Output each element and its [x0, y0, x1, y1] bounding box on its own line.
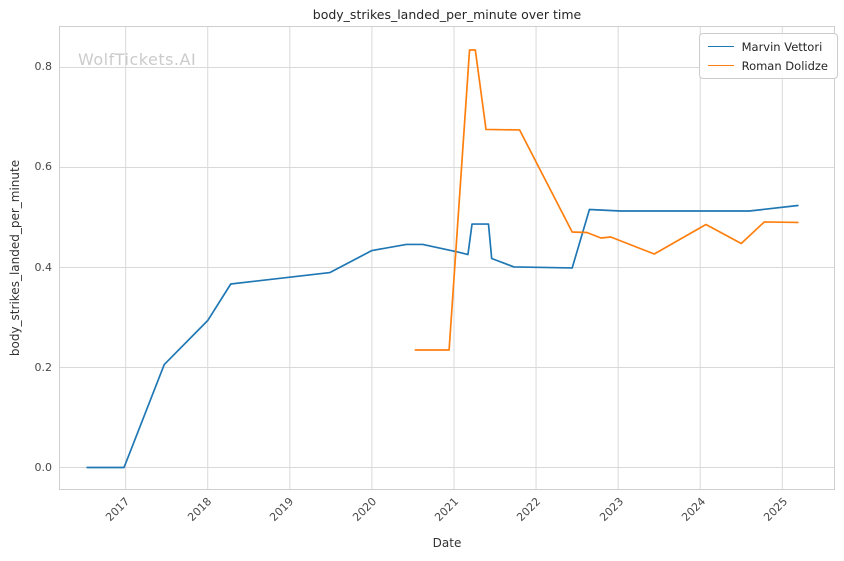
x-tick-label: 2025: [761, 495, 791, 524]
x-tick-label: 2020: [349, 495, 379, 524]
x-tick-label: 2018: [185, 495, 215, 524]
y-tick-label: 0.6: [34, 160, 53, 174]
x-tick-label: 2017: [103, 495, 133, 524]
y-tick-label: 0.8: [34, 59, 53, 73]
legend-line-swatch-blue: [707, 46, 734, 47]
y-tick-label: 0.2: [34, 360, 53, 374]
plot-canvas: [60, 27, 834, 489]
legend-label-roman-dolidze: Roman Dolidze: [741, 58, 828, 73]
chart-title: body_strikes_landed_per_minute over time: [312, 7, 582, 22]
watermark: WolfTickets.AI: [78, 50, 197, 69]
y-tick-label: 0.4: [34, 260, 53, 274]
legend-line-swatch-orange: [707, 65, 734, 66]
y-tick-label: 0.0: [34, 461, 53, 475]
x-tick-label: 2023: [596, 495, 626, 524]
plot-area: [59, 26, 835, 490]
y-axis-label: body_strikes_landed_per_minute: [8, 159, 22, 357]
x-tick-label: 2022: [514, 495, 544, 524]
x-tick-label: 2019: [267, 495, 297, 524]
x-tick-label: 2024: [679, 495, 709, 524]
series-line-roman-dolidze: [414, 49, 799, 351]
legend-item-roman-dolidze: Roman Dolidze: [707, 58, 828, 73]
legend-label-marvin-vettori: Marvin Vettori: [741, 39, 823, 54]
x-tick-label: 2021: [432, 495, 462, 524]
legend: Marvin Vettori Roman Dolidze: [698, 33, 838, 79]
series-line-marvin-vettori: [86, 204, 799, 469]
legend-item-marvin-vettori: Marvin Vettori: [707, 39, 828, 54]
x-axis-label: Date: [432, 536, 462, 550]
